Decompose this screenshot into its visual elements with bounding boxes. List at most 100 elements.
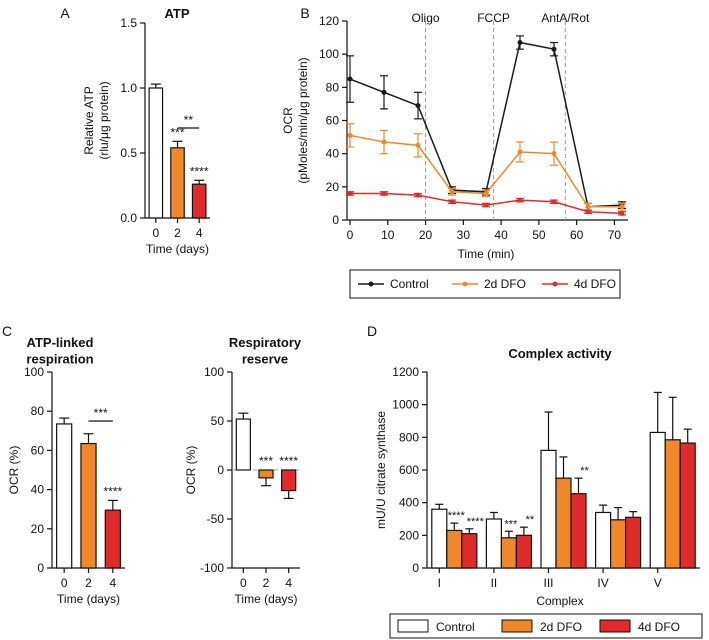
chart-B-legend-label-0: Control [390,277,429,291]
chart-D-y-tick-label: 200 [399,528,419,542]
chart-D-significance-0-1: **** [448,510,466,522]
chart-D-x-tick-label: V [654,576,662,590]
chart-D-legend-label-1: 2d DFO [540,620,582,634]
chart-D-bar-3-2 [624,516,642,569]
chart-B-point [517,149,523,155]
chart-B-point [619,204,625,210]
chart-C1-x-tick-label: 4 [109,576,116,590]
chart-B-legend-marker-1 [462,281,468,287]
chart-B-point [449,199,455,205]
chart-C2-title: Respiratory reserve [229,335,302,366]
chart-B-point [551,46,557,52]
chart-D-x-label: Complex [536,594,583,608]
chart-B-x-tick-label: 40 [494,228,508,242]
chart-C1-bar-0 [56,423,73,569]
chart-A-bar-1 [170,147,185,219]
chart-C1-x-label: Time (days) [57,592,120,606]
chart-D-bar-4-0 [649,431,666,569]
chart-A-x-label: Time (days) [146,242,209,256]
chart-D-bar-3-0 [594,511,612,569]
chart-D-title: Complex activity [508,346,612,361]
chart-B-point [347,132,353,138]
chart-D-x-tick-label: I [438,576,441,590]
chart-D-legend-swatch-0 [397,619,429,633]
chart-D-bar-1-2 [515,534,533,569]
chart-C2-significance-1: *** [259,454,273,468]
chart-B-legend-marker-2 [552,281,558,287]
chart-B-y-tick-label: 60 [326,114,340,128]
chart-B-y-tick-label: 120 [319,14,339,28]
chart-B-injection-label-2: AntA/Rot [541,11,590,25]
chart-B-series-line-0 [349,41,623,208]
chart-B-x-tick-label: 60 [570,228,584,242]
chart-B-y-label: OCR(pMoles/min/μg protein) [281,57,310,183]
chart-D-y-tick-label: 1000 [392,398,419,412]
chart-D-bar-0-0 [431,508,448,569]
chart-A-bar-2 [191,183,207,219]
chart-B-y-tick-label: 20 [326,180,340,194]
chart-C2-x-label: Time (days) [235,592,298,606]
chart-C1-title: ATP-linked respiration [26,335,93,366]
chart-B-point [381,139,387,145]
chart-D-bar-1-0 [485,518,502,569]
chart-A-panel-letter: A [60,5,70,21]
chart-D-significance-1-1: *** [504,518,518,530]
chart-D-y-label: mU/U citrate synthase [374,411,388,529]
chart-D-significance-2-2: ** [580,465,589,477]
chart-A-x-tick-label: 2 [174,226,181,240]
chart-B-y-tick-label: 40 [326,147,340,161]
chart-B-x-label: Time (min) [458,247,515,261]
chart-D-y-tick-label: 0 [412,561,419,575]
chart-B-x-tick-label: 50 [532,228,546,242]
chart-C1-x-tick-label: 0 [61,576,68,590]
chart-C1-y-tick-label: 0 [37,561,44,575]
chart-B-point [415,142,421,148]
chart-D-bar-2-2 [570,493,587,569]
chart-D-significance-0-2: **** [467,516,485,528]
chart-A-x-tick-label: 4 [196,226,203,240]
chart-D-legend-box [389,613,703,639]
chart-B-point [483,202,489,208]
chart-B-x-tick-label: 70 [608,228,622,242]
chart-D-bar-2-1 [555,477,572,569]
chart-D-legend-swatch-2 [599,619,631,633]
chart-C1-y-tick-label: 40 [31,483,45,497]
chart-B-point [619,210,625,216]
chart-B-x-tick-label: 30 [457,228,471,242]
chart-D-bar-0-2 [461,533,478,569]
chart-C2-x-tick-label: 4 [285,576,292,590]
chart-A-significance-1: *** [170,125,184,139]
chart-D-y-tick-label: 600 [399,463,419,477]
chart-B-injection-label-0: Oligo [412,11,440,25]
chart-B-panel-letter: B [300,5,309,21]
chart-C1-bar-1 [80,442,97,569]
chart-C2-y-tick-label: 50 [211,414,225,428]
chart-D-bar-0-1 [446,529,463,569]
chart-B-point [483,190,489,196]
chart-C1-y-tick-label: 60 [31,443,45,457]
chart-A-y-label: Relative ATP(rlu/μg protein) [82,81,111,159]
chart-C1-panel-letter: C [2,323,12,339]
chart-B-point [517,40,523,46]
chart-B-y-tick-label: 0 [332,213,339,227]
chart-C1-y-tick-label: 80 [31,404,45,418]
chart-D-x-tick-label: II [491,576,498,590]
chart-C1-bracket-label: *** [94,406,108,420]
chart-B-point [347,76,353,82]
chart-D-y-tick-label: 400 [399,496,419,510]
chart-C2-bar-1 [258,469,274,479]
chart-A-bar-0 [148,87,164,219]
chart-B-y-tick-label: 80 [326,80,340,94]
chart-B-legend-box [349,269,621,299]
chart-D-bar-3-1 [609,519,627,569]
chart-C1-x-tick-label: 2 [85,576,92,590]
chart-D-bar-4-1 [664,439,681,569]
chart-B-point [415,103,421,109]
chart-A-y-tick-label: 1.5 [120,16,137,30]
chart-D-y-tick-label: 1200 [392,365,419,379]
chart-A-significance-2: **** [190,164,209,178]
chart-C2-x-tick-label: 2 [263,576,270,590]
chart-B-point [347,190,353,196]
chart-D-legend-label-2: 4d DFO [638,620,680,634]
chart-C2-y-label: OCR (%) [184,446,198,495]
